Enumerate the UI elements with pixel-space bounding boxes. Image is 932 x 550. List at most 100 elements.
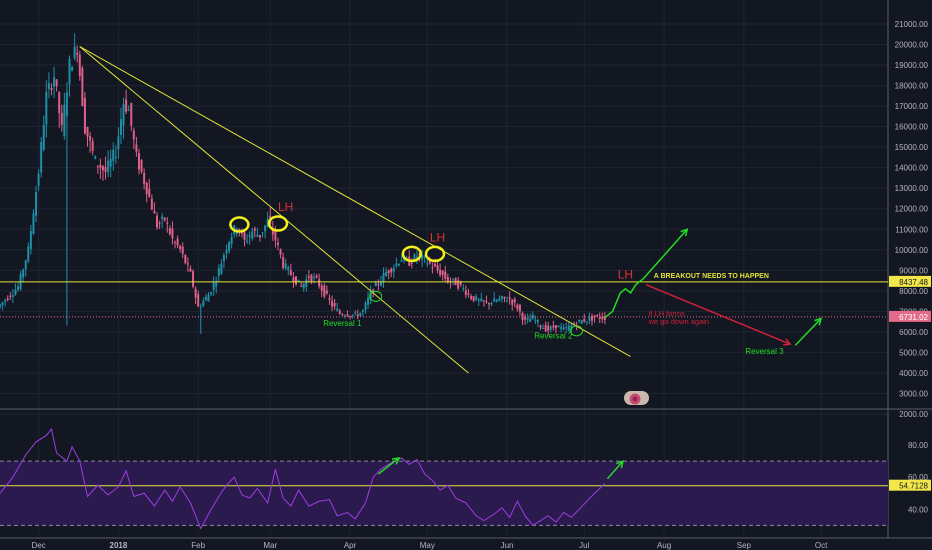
candle-body — [552, 325, 555, 328]
candle-body — [32, 213, 35, 234]
candle-body — [433, 263, 436, 267]
candle-body — [256, 234, 259, 237]
candle-body — [557, 325, 560, 328]
candle-body — [385, 272, 388, 277]
candle-body — [179, 245, 182, 250]
time-tick-label: 2018 — [110, 541, 128, 550]
candle-body — [153, 210, 156, 214]
price-tick-label: 18000.00 — [895, 82, 929, 91]
lower-high-label: LH — [278, 200, 293, 214]
candle-body — [359, 312, 362, 316]
candle-body — [379, 281, 382, 286]
candle-body — [132, 130, 135, 140]
candle-body — [60, 112, 63, 125]
candle-body — [459, 281, 462, 285]
candle-body — [248, 235, 251, 238]
candle-body — [457, 280, 460, 289]
candle-body — [467, 293, 470, 295]
candle-body — [318, 279, 321, 287]
candle-body — [181, 246, 184, 254]
candle-body — [572, 323, 575, 325]
candle-body — [253, 228, 256, 231]
price-tick-label: 6000.00 — [899, 328, 928, 337]
candle-body — [284, 263, 287, 269]
candle-body — [542, 328, 545, 330]
time-tick-label: Jul — [579, 541, 589, 550]
candle-body — [518, 304, 521, 312]
candle-body — [22, 269, 25, 278]
candle-body — [305, 279, 308, 287]
arrow-up-head — [680, 228, 689, 237]
candle-body — [475, 296, 478, 300]
candle-body — [490, 302, 493, 305]
candle-body — [392, 267, 395, 272]
candle-body — [47, 83, 50, 89]
rsi-tick-label: 60.00 — [908, 473, 929, 482]
candle-body — [405, 257, 408, 259]
candle-body — [452, 278, 455, 280]
candle-body — [547, 325, 550, 331]
time-tick-label: Aug — [657, 541, 671, 550]
candle-body — [560, 326, 563, 330]
candle-body — [17, 286, 20, 290]
candle-body — [42, 124, 45, 150]
candle-body — [276, 242, 279, 245]
price-axis[interactable]: 21000.00 20000.00 19000.00 18000.00 17000.00… — [889, 20, 931, 514]
arrow-up — [642, 228, 688, 280]
candle-body — [395, 263, 398, 266]
candle-body — [534, 319, 537, 321]
candle-body — [145, 182, 148, 195]
candle-body — [428, 258, 431, 264]
candle-body — [513, 299, 516, 303]
candle-body — [544, 324, 547, 332]
time-axis[interactable]: Dec 2018 Feb Mar Apr May Jun Jul Aug Sep Oct — [31, 541, 828, 550]
candle-body — [71, 67, 74, 71]
lower-high-label: LH — [430, 231, 445, 245]
candle-body — [410, 262, 413, 264]
candle-body — [315, 275, 318, 278]
candle-body — [325, 290, 328, 294]
reversal-label: Reversal 1 — [323, 319, 362, 328]
candle-body — [364, 302, 367, 310]
candle-body — [320, 285, 323, 291]
price-tick-label: 12000.00 — [895, 205, 929, 214]
rsi-tick-label: 40.00 — [908, 505, 929, 514]
candle-body — [246, 240, 249, 242]
candle-body — [310, 274, 313, 282]
candle-body — [240, 232, 243, 234]
candle-body — [282, 257, 285, 268]
arrow-up-head — [814, 317, 823, 326]
candle-body — [220, 263, 223, 275]
candle-body — [68, 58, 71, 85]
candle-body — [446, 276, 449, 283]
candle-body — [174, 241, 177, 243]
candle-body — [300, 285, 303, 287]
candle-body — [588, 317, 591, 321]
candle-body — [86, 126, 89, 137]
candle-body — [53, 77, 56, 87]
candle-body — [40, 142, 43, 173]
candle-body — [63, 104, 66, 137]
candle-body — [204, 296, 207, 301]
candle-body — [598, 317, 601, 319]
rsi-arrow-up — [606, 460, 624, 480]
price-tick-label: 16000.00 — [895, 123, 929, 132]
candle-body — [27, 246, 30, 262]
candle-body — [163, 217, 166, 220]
candle-body — [210, 292, 213, 295]
candle-body — [230, 237, 233, 244]
candle-body — [81, 68, 84, 107]
time-tick-label: Dec — [31, 541, 45, 550]
candle-body — [377, 283, 380, 285]
candle-body — [472, 296, 475, 301]
candle-body — [439, 269, 442, 276]
candle-body — [29, 231, 32, 249]
price-tick-label: 9000.00 — [899, 266, 928, 275]
candle-body — [449, 280, 452, 282]
candle-body — [374, 282, 377, 286]
candle-body — [536, 320, 539, 323]
candle-body — [343, 315, 346, 317]
rsi-arrow-up-head — [391, 456, 401, 465]
candle-body — [441, 270, 444, 275]
